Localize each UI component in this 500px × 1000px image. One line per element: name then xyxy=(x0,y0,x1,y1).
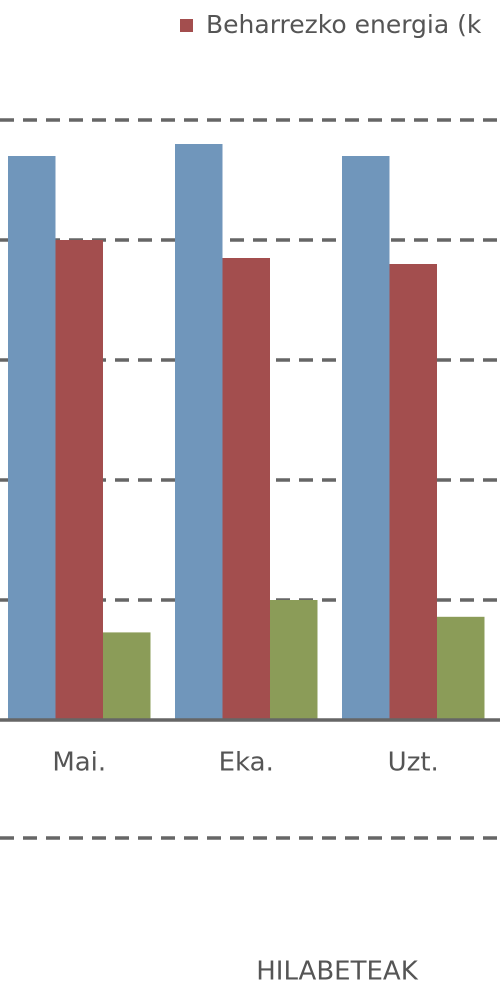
bar xyxy=(175,144,223,720)
bar xyxy=(103,632,151,720)
x-tick-label: Uzt. xyxy=(388,748,439,778)
bar xyxy=(222,258,270,720)
bar xyxy=(55,240,103,720)
x-axis-title: HILABETEAK xyxy=(256,957,418,987)
bar xyxy=(342,156,390,720)
bar xyxy=(389,264,437,720)
x-tick-label: Mai. xyxy=(52,748,106,778)
x-tick-label: Eka. xyxy=(219,748,274,778)
bar xyxy=(437,616,485,720)
bar xyxy=(8,156,56,720)
bar xyxy=(270,600,318,720)
legend-swatch xyxy=(180,19,193,32)
legend-label: Beharrezko energia (k xyxy=(206,10,482,39)
